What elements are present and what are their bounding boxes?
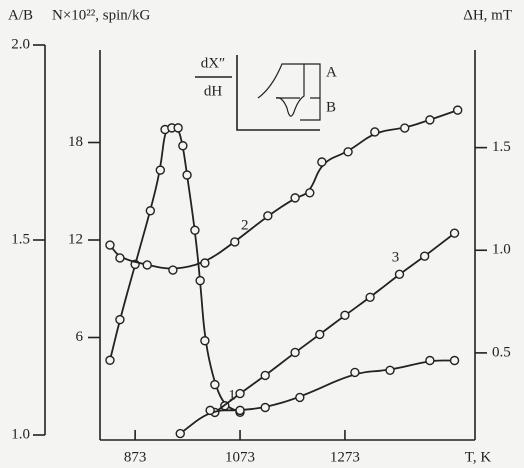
data-point xyxy=(400,123,410,133)
data-point xyxy=(230,237,240,247)
data-point xyxy=(317,157,327,167)
data-point xyxy=(145,206,156,216)
data-point xyxy=(205,405,215,416)
data-point xyxy=(175,428,185,439)
y3-axis-title: N×10²², spin/kG xyxy=(52,7,150,23)
tick-label: 0.5 xyxy=(492,344,511,360)
data-point xyxy=(315,329,325,340)
data-point xyxy=(105,240,115,250)
data-point xyxy=(370,127,380,137)
data-point xyxy=(195,275,205,286)
data-point xyxy=(260,370,270,381)
tick-label: 1.5 xyxy=(492,139,511,155)
x-axis-title: T, K xyxy=(465,449,492,465)
data-point xyxy=(182,170,192,180)
tick-label: 6 xyxy=(76,329,84,345)
tick-label: 1.0 xyxy=(492,242,511,258)
inset-label: B xyxy=(326,99,336,115)
inset: dX″ dH A B xyxy=(195,55,337,131)
series-line xyxy=(214,232,456,414)
data-point xyxy=(235,388,245,399)
data-point xyxy=(365,292,375,302)
data-point xyxy=(343,147,353,157)
data-point xyxy=(419,251,430,261)
tick-label: 12 xyxy=(68,231,83,247)
data-point xyxy=(115,314,125,325)
tick-label: 18 xyxy=(68,134,83,150)
data-point xyxy=(449,355,460,366)
data-point xyxy=(290,347,300,358)
data-point xyxy=(200,258,210,268)
data-point xyxy=(290,193,300,203)
data-point xyxy=(425,115,435,125)
inset-frame xyxy=(236,55,320,131)
data-point xyxy=(350,367,360,378)
data-point xyxy=(425,355,435,366)
tick-label: 873 xyxy=(124,449,147,465)
inset-bracket xyxy=(276,63,321,121)
tick-label: 2.0 xyxy=(11,36,30,52)
inset-label: dH xyxy=(204,83,223,99)
tick-label: 1.5 xyxy=(11,231,30,247)
data-point xyxy=(168,265,178,275)
series-label: 1 xyxy=(228,388,236,404)
inset-curve xyxy=(257,63,305,117)
data-point xyxy=(385,365,395,376)
data-point xyxy=(340,310,350,321)
data-point xyxy=(295,392,305,403)
series-label: 2 xyxy=(241,217,249,233)
tick-label: 1073 xyxy=(225,449,255,465)
data-point xyxy=(200,336,210,346)
data-point xyxy=(263,211,273,221)
data-point xyxy=(142,260,152,270)
data-point xyxy=(449,228,460,238)
y-axis-title: A/B xyxy=(8,7,33,23)
series-line xyxy=(109,126,241,414)
data-point xyxy=(260,402,270,413)
data-point xyxy=(305,188,315,198)
data-point xyxy=(190,225,200,235)
data-point xyxy=(235,405,245,416)
data-point xyxy=(178,141,188,151)
tick-label: 1.0 xyxy=(11,426,30,442)
data-point xyxy=(115,253,125,263)
data-point xyxy=(394,269,405,279)
data-point xyxy=(105,355,115,365)
y2-axis-title: ΔH, mT xyxy=(463,7,512,23)
tick-label: 1273 xyxy=(330,449,360,465)
data-point xyxy=(173,123,183,133)
inset-label: dX″ xyxy=(201,55,226,71)
data-point xyxy=(452,105,463,115)
series-label: 3 xyxy=(392,250,400,266)
data-point xyxy=(155,165,166,175)
data-point xyxy=(210,379,220,390)
inset-label: A xyxy=(326,64,337,80)
